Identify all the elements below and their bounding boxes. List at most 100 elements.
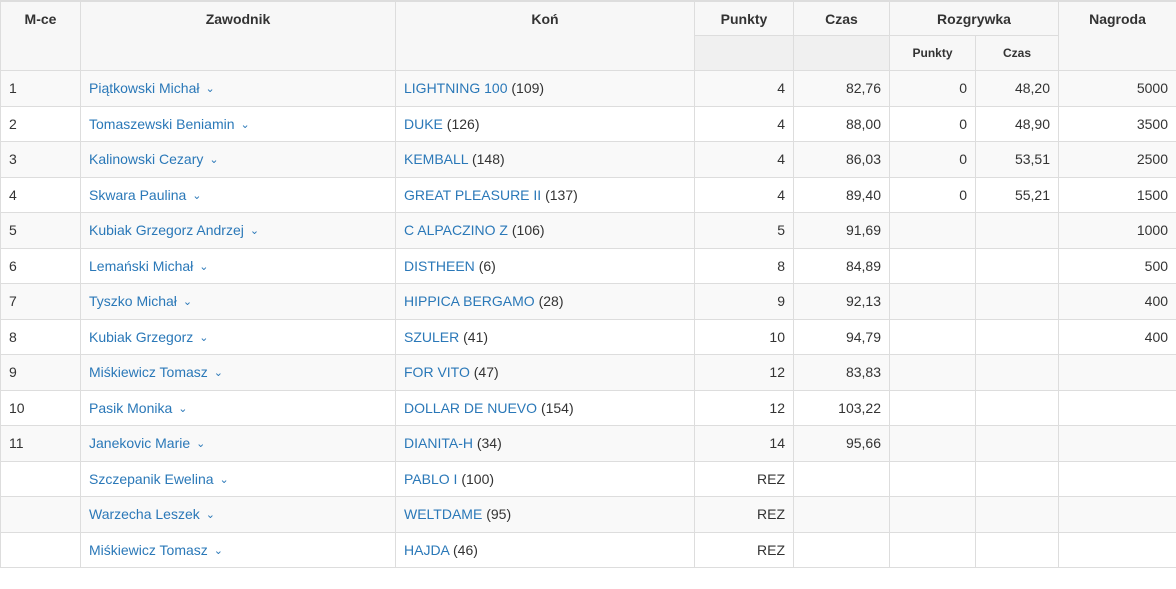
place-cell: 5 xyxy=(1,213,81,249)
place-cell: 2 xyxy=(1,106,81,142)
rider-link[interactable]: Kalinowski Cezary xyxy=(89,151,203,167)
rider-link[interactable]: Janekovic Marie xyxy=(89,435,190,451)
header-place[interactable]: M-ce xyxy=(1,2,81,71)
horse-link[interactable]: PABLO I xyxy=(404,471,457,487)
rider-link[interactable]: Lemański Michał xyxy=(89,258,193,274)
header-jumpoff-points[interactable]: Punkty xyxy=(890,36,976,71)
table-row: Miśkiewicz Tomasz⌄ HAJDA (46) REZ xyxy=(1,532,1176,568)
time-cell: 91,69 xyxy=(794,213,890,249)
rider-link[interactable]: Skwara Paulina xyxy=(89,187,186,203)
rider-link[interactable]: Szczepanik Ewelina xyxy=(89,471,214,487)
rider-link[interactable]: Tomaszewski Beniamin xyxy=(89,116,235,132)
horse-link[interactable]: FOR VITO xyxy=(404,364,470,380)
place-cell: 11 xyxy=(1,426,81,462)
horse-cell: DISTHEEN (6) xyxy=(396,248,695,284)
horse-link[interactable]: DOLLAR DE NUEVO xyxy=(404,400,537,416)
rider-link[interactable]: Tyszko Michał xyxy=(89,293,177,309)
chevron-down-icon[interactable]: ⌄ xyxy=(178,402,187,415)
jumpoff-time-cell xyxy=(976,355,1059,391)
header-horse[interactable]: Koń xyxy=(396,2,695,71)
horse-cell: FOR VITO (47) xyxy=(396,355,695,391)
horse-number: (95) xyxy=(486,506,511,522)
horse-link[interactable]: DUKE xyxy=(404,116,443,132)
rider-link[interactable]: Warzecha Leszek xyxy=(89,506,200,522)
chevron-down-icon[interactable]: ⌄ xyxy=(250,224,259,237)
points-cell: 8 xyxy=(695,248,794,284)
chevron-down-icon[interactable]: ⌄ xyxy=(196,437,205,450)
horse-link[interactable]: WELTDAME xyxy=(404,506,482,522)
jumpoff-time-cell: 48,20 xyxy=(976,71,1059,107)
horse-cell: DIANITA-H (34) xyxy=(396,426,695,462)
horse-link[interactable]: HAJDA xyxy=(404,542,449,558)
rider-link[interactable]: Kubiak Grzegorz Andrzej xyxy=(89,222,244,238)
header-points[interactable]: Punkty xyxy=(695,2,794,36)
rider-link[interactable]: Pasik Monika xyxy=(89,400,172,416)
chevron-down-icon[interactable]: ⌄ xyxy=(214,544,223,557)
points-cell: 5 xyxy=(695,213,794,249)
horse-cell: LIGHTNING 100 (109) xyxy=(396,71,695,107)
prize-cell: 5000 xyxy=(1059,71,1176,107)
prize-cell xyxy=(1059,390,1176,426)
jumpoff-time-cell: 48,90 xyxy=(976,106,1059,142)
chevron-down-icon[interactable]: ⌄ xyxy=(199,260,208,273)
rider-link[interactable]: Miśkiewicz Tomasz xyxy=(89,542,208,558)
header-time-sub xyxy=(794,36,890,71)
time-cell: 92,13 xyxy=(794,284,890,320)
chevron-down-icon[interactable]: ⌄ xyxy=(206,508,215,521)
rider-cell: Miśkiewicz Tomasz ⌄ xyxy=(81,532,396,568)
horse-number: (47) xyxy=(474,364,499,380)
rider-cell: Miśkiewicz Tomasz ⌄ xyxy=(81,355,396,391)
chevron-down-icon[interactable]: ⌄ xyxy=(209,153,218,166)
header-prize[interactable]: Nagroda xyxy=(1059,2,1176,71)
chevron-down-icon[interactable]: ⌄ xyxy=(192,189,201,202)
header-jumpoff-time[interactable]: Czas xyxy=(976,36,1059,71)
table-row: 5 Kubiak Grzegorz Andrzej ⌄ C ALPACZINO Z… xyxy=(1,213,1176,249)
jumpoff-time-cell: 53,51 xyxy=(976,142,1059,178)
prize-cell: 400 xyxy=(1059,319,1176,355)
time-cell: 88,00 xyxy=(794,106,890,142)
rider-cell: Pasik Monika ⌄ xyxy=(81,390,396,426)
header-points-sub xyxy=(695,36,794,71)
jumpoff-time-cell xyxy=(976,284,1059,320)
horse-link[interactable]: KEMBALL xyxy=(404,151,468,167)
horse-link[interactable]: HIPPICA BERGAMO xyxy=(404,293,535,309)
horse-link[interactable]: LIGHTNING 100 xyxy=(404,80,507,96)
table-row: 1 Piątkowski Michał⌄ LIGHTNING 100 (109)… xyxy=(1,71,1176,107)
rider-cell: Tyszko Michał ⌄ xyxy=(81,284,396,320)
horse-number: (6) xyxy=(479,258,496,274)
points-cell: 4 xyxy=(695,106,794,142)
time-cell: 84,89 xyxy=(794,248,890,284)
header-time[interactable]: Czas xyxy=(794,2,890,36)
prize-cell: 400 xyxy=(1059,284,1176,320)
chevron-down-icon[interactable]: ⌄ xyxy=(241,118,250,131)
table-row: 7 Tyszko Michał⌄ HIPPICA BERGAMO (28) 9 … xyxy=(1,284,1176,320)
header-rider[interactable]: Zawodnik xyxy=(81,2,396,71)
horse-cell: SZULER (41) xyxy=(396,319,695,355)
horse-link[interactable]: C ALPACZINO Z xyxy=(404,222,508,238)
horse-link[interactable]: GREAT PLEASURE II xyxy=(404,187,541,203)
rider-link[interactable]: Kubiak Grzegorz xyxy=(89,329,193,345)
rider-link[interactable]: Miśkiewicz Tomasz xyxy=(89,364,208,380)
place-cell: 9 xyxy=(1,355,81,391)
horse-number: (34) xyxy=(477,435,502,451)
chevron-down-icon[interactable]: ⌄ xyxy=(183,295,192,308)
rider-link[interactable]: Piątkowski Michał xyxy=(89,80,199,96)
chevron-down-icon[interactable]: ⌄ xyxy=(205,82,214,95)
time-cell: 89,40 xyxy=(794,177,890,213)
chevron-down-icon[interactable]: ⌄ xyxy=(220,473,229,486)
place-cell: 4 xyxy=(1,177,81,213)
horse-link[interactable]: SZULER xyxy=(404,329,459,345)
horse-link[interactable]: DIANITA-H xyxy=(404,435,473,451)
table-row: 8 Kubiak Grzegorz⌄ SZULER (41) 10 94,79 … xyxy=(1,319,1176,355)
chevron-down-icon[interactable]: ⌄ xyxy=(199,331,208,344)
prize-cell: 1000 xyxy=(1059,213,1176,249)
jumpoff-points-cell: 0 xyxy=(890,177,976,213)
chevron-down-icon[interactable]: ⌄ xyxy=(214,366,223,379)
jumpoff-points-cell xyxy=(890,319,976,355)
time-cell xyxy=(794,497,890,533)
horse-link[interactable]: DISTHEEN xyxy=(404,258,475,274)
place-cell: 10 xyxy=(1,390,81,426)
horse-number: (137) xyxy=(545,187,578,203)
place-cell: 6 xyxy=(1,248,81,284)
jumpoff-points-cell xyxy=(890,355,976,391)
